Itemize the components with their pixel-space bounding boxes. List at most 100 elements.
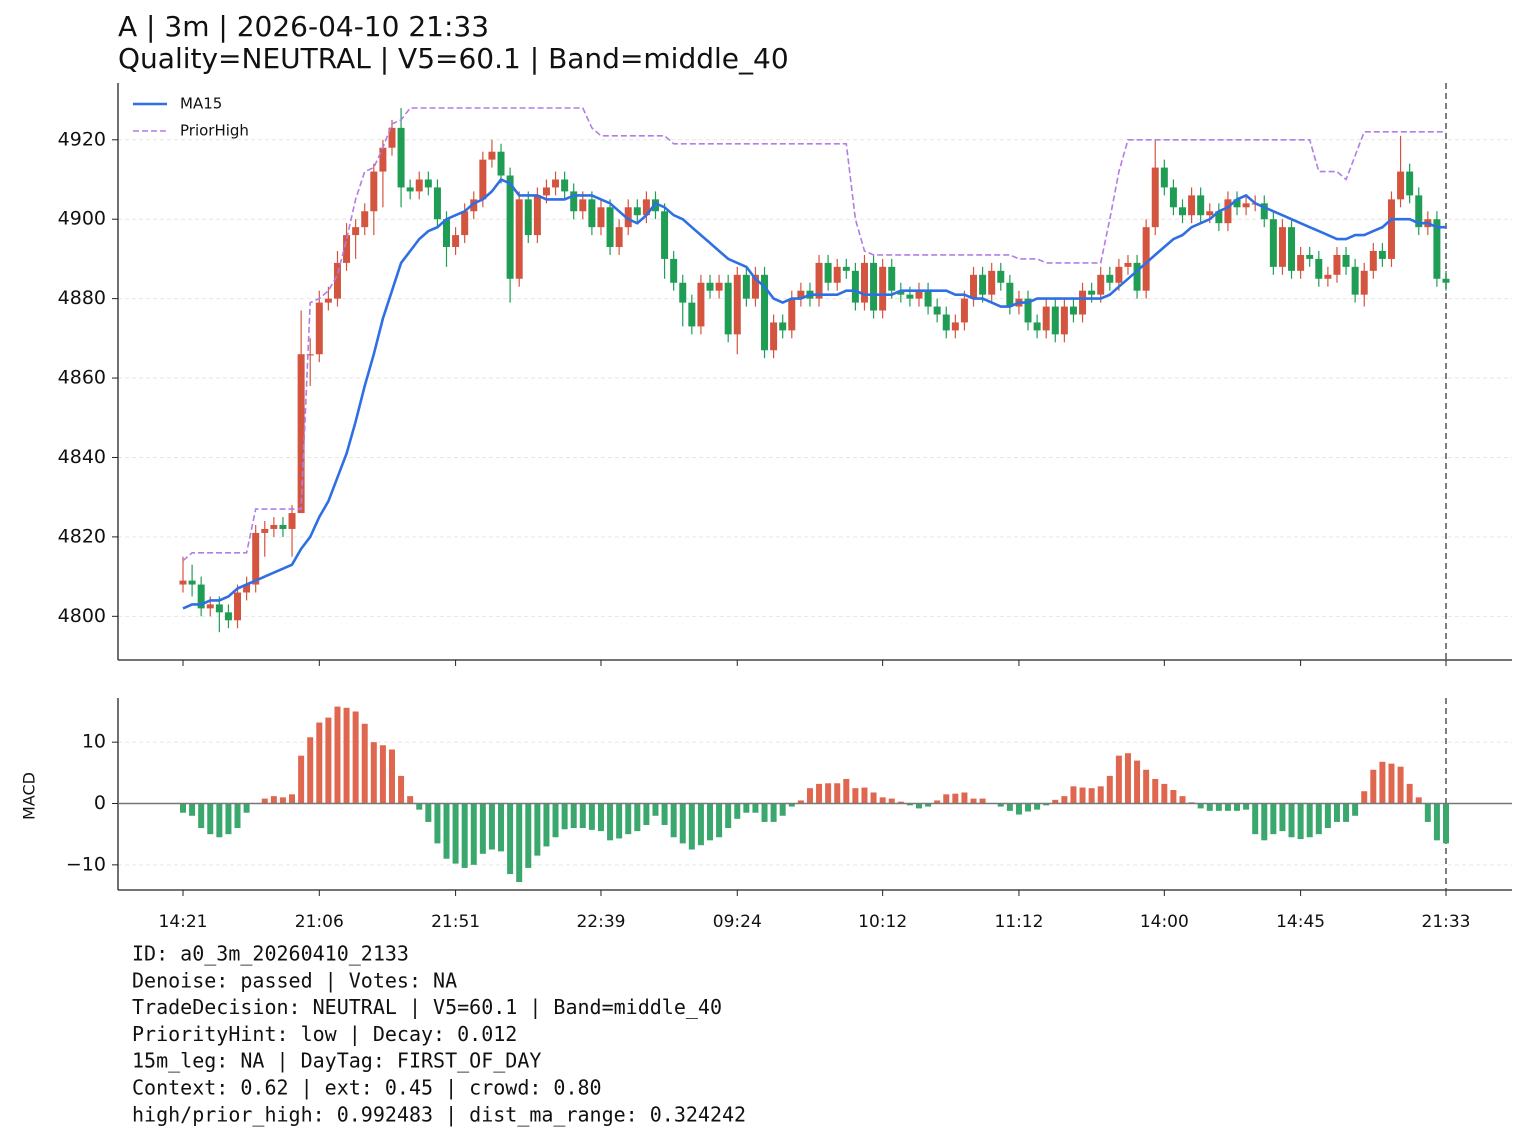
- macd-bar: [1088, 788, 1095, 804]
- macd-bar: [1297, 803, 1304, 840]
- macd-bar: [279, 797, 286, 804]
- macd-bar: [825, 783, 832, 804]
- macd-bar: [434, 803, 441, 844]
- macd-bar: [1197, 803, 1204, 809]
- macd-bar: [688, 803, 695, 850]
- macd-bar: [1115, 755, 1122, 804]
- candle-body: [234, 592, 242, 621]
- macd-bar: [443, 803, 450, 859]
- macd-bar: [997, 803, 1004, 807]
- candle-body: [361, 211, 369, 228]
- macd-bar: [779, 803, 786, 816]
- macd-bar: [616, 803, 623, 839]
- macd-bar: [1433, 803, 1440, 841]
- candle-body: [960, 298, 968, 323]
- macd-bar: [970, 798, 977, 804]
- candle-body: [851, 270, 859, 303]
- candle-body: [997, 270, 1005, 283]
- candle-body: [1324, 274, 1332, 279]
- candle-body: [570, 191, 578, 212]
- macd-bar: [670, 803, 677, 838]
- candle-body: [324, 298, 332, 303]
- candle-body: [1369, 250, 1377, 271]
- macd-bar: [216, 803, 223, 838]
- candle-body: [552, 179, 560, 188]
- candle-body: [1151, 167, 1159, 228]
- candle-body: [1051, 306, 1059, 335]
- candle-body: [888, 266, 896, 291]
- macd-bar: [915, 803, 922, 809]
- info-line: ID: a0_3m_20260410_2133: [132, 942, 409, 966]
- candle-body: [1133, 262, 1141, 291]
- candle-body: [624, 207, 632, 228]
- candle-body: [906, 294, 914, 299]
- x-tick-label: 22:39: [576, 912, 625, 932]
- macd-bar: [743, 803, 750, 813]
- macd-bar: [180, 803, 186, 813]
- macd-bar: [734, 803, 741, 819]
- candle-body: [761, 274, 769, 351]
- macd-bar: [1052, 799, 1059, 804]
- macd-bar: [543, 803, 550, 847]
- candle-body: [688, 302, 696, 327]
- macd-bar: [707, 803, 714, 841]
- candle-body: [924, 290, 932, 307]
- candle-body: [333, 262, 341, 299]
- macd-bar: [597, 803, 604, 832]
- candle-body: [797, 290, 805, 299]
- macd-bar: [897, 801, 904, 804]
- candle-body: [470, 199, 478, 212]
- macd-bar: [943, 794, 950, 804]
- candle-body: [224, 612, 232, 621]
- candle-body: [1269, 219, 1277, 267]
- macd-bar: [1406, 783, 1413, 804]
- candle-body: [1124, 262, 1132, 267]
- candle-body: [724, 282, 732, 335]
- candle-body: [206, 604, 214, 609]
- candle-body: [670, 258, 678, 283]
- info-line: TradeDecision: NEUTRAL | V5=60.1 | Band=…: [132, 995, 722, 1019]
- macd-bar: [207, 803, 214, 835]
- info-line: Context: 0.62 | ext: 0.45 | crowd: 0.80: [132, 1076, 602, 1100]
- macd-bar: [1315, 803, 1322, 835]
- y-axis-label: MACD: [20, 772, 39, 820]
- macd-bar: [1443, 803, 1449, 844]
- candle-body: [1106, 274, 1114, 283]
- candle-body: [1188, 195, 1196, 216]
- candle-body: [1315, 258, 1323, 279]
- macd-bar: [1252, 803, 1259, 835]
- candle-body: [406, 187, 414, 192]
- macd-bar: [498, 803, 505, 852]
- macd-bar: [388, 749, 395, 804]
- macd-bar: [261, 798, 268, 804]
- candle-body: [1406, 171, 1414, 196]
- candle-body: [979, 274, 987, 295]
- macd-bar: [334, 706, 341, 804]
- macd-bar: [879, 797, 886, 804]
- y-tick-label: 4800: [58, 605, 106, 627]
- macd-bar: [1261, 803, 1268, 841]
- candle-body: [1060, 306, 1068, 335]
- macd-bar: [652, 803, 659, 816]
- candle-body: [1288, 227, 1296, 271]
- macd-bar: [925, 803, 932, 807]
- candle-body: [1024, 298, 1032, 323]
- candle-body: [261, 528, 269, 533]
- macd-bar: [225, 803, 232, 835]
- candle-body: [833, 266, 841, 283]
- candle-body: [1215, 211, 1223, 224]
- macd-bar: [1279, 803, 1286, 832]
- candle-body: [1442, 278, 1450, 283]
- macd-bar: [1388, 763, 1395, 804]
- macd-bar: [1379, 761, 1386, 804]
- macd-bar: [1306, 803, 1313, 838]
- candle-body: [1397, 171, 1405, 200]
- macd-bar: [561, 803, 568, 830]
- macd-bar: [961, 792, 968, 804]
- candle-body: [1351, 266, 1359, 295]
- macd-bar: [697, 803, 704, 846]
- macd-bar: [1161, 783, 1168, 804]
- legend-label: MA15: [180, 95, 222, 113]
- candle-body: [1197, 195, 1205, 216]
